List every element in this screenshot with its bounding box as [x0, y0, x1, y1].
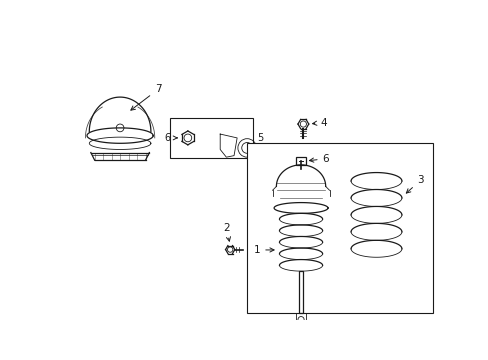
Bar: [170, 118, 253, 158]
Text: 3: 3: [406, 175, 423, 193]
Text: 2: 2: [223, 222, 230, 241]
Bar: [295, 314, 306, 326]
Text: 7: 7: [131, 84, 161, 110]
Text: 1: 1: [253, 245, 274, 255]
Text: 5: 5: [257, 133, 263, 143]
Text: 6: 6: [164, 133, 177, 143]
Bar: [299, 271, 303, 314]
Bar: [246, 143, 432, 313]
Bar: [296, 157, 305, 165]
Text: 6: 6: [309, 154, 328, 164]
Text: 4: 4: [312, 117, 326, 127]
